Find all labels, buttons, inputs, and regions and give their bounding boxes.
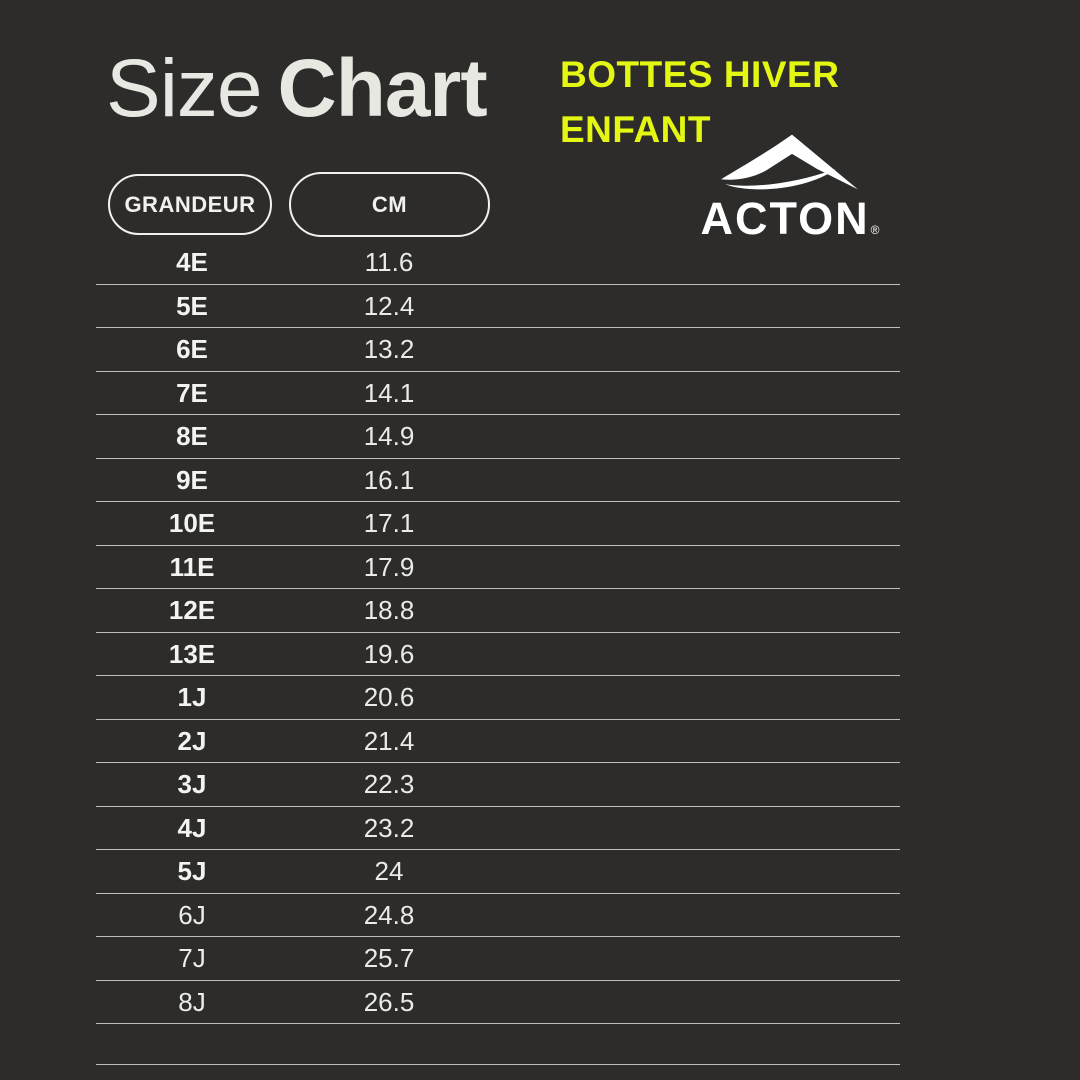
cm-cell: 14.9	[363, 421, 415, 451]
size-cell: 5J	[177, 856, 207, 886]
cm-cell: 22.3	[363, 769, 415, 799]
size-cell: 3J	[177, 769, 207, 799]
table-row: 13E 19.6	[96, 633, 900, 676]
size-table-body: 4E 11.6 5E 12.4 6E 13.2 7E 14.1 8E 14.9 9E 16.1 10E 1…	[96, 241, 900, 1065]
table-row: 5E 12.4	[96, 285, 900, 328]
size-cell: 9E	[176, 464, 208, 495]
table-row: 3J 22.3	[96, 763, 900, 807]
brand-name-text: ACTON	[700, 193, 870, 244]
cm-cell: 19.6	[363, 638, 415, 669]
table-row: 4E 11.6	[96, 241, 900, 285]
title-bold: Chart	[277, 43, 488, 134]
table-row: 9E 16.1	[96, 459, 900, 502]
size-cell: 8E	[176, 421, 208, 451]
cm-cell: 11.6	[364, 247, 414, 277]
table-row: 7J 25.7	[96, 937, 900, 981]
table-row: 2J 21.4	[96, 720, 900, 763]
table-row-empty	[96, 1024, 900, 1065]
size-cell: 6J	[178, 899, 206, 930]
category-line1: BOTTES HIVER	[560, 54, 840, 95]
table-row: 5J 24	[96, 850, 900, 894]
registered-mark-icon: ®	[870, 223, 882, 237]
size-cell: 5E	[176, 290, 208, 321]
column-header-grandeur: GRANDEUR	[108, 174, 272, 235]
size-cell: 7E	[176, 377, 208, 408]
size-cell: 8J	[178, 986, 206, 1017]
cm-cell: 17.1	[363, 508, 415, 538]
size-cell: 1J	[177, 682, 207, 712]
cm-cell: 12.4	[363, 290, 415, 321]
table-row: 1J 20.6	[96, 676, 900, 720]
cm-cell: 17.9	[363, 551, 415, 582]
title-regular: Size	[106, 43, 263, 134]
cm-cell: 13.2	[363, 334, 415, 364]
size-cell: 2J	[177, 725, 207, 756]
cm-cell: 25.7	[363, 943, 415, 973]
table-row: 10E 17.1	[96, 502, 900, 546]
size-cell: 13E	[168, 638, 216, 669]
cm-cell: 21.4	[363, 725, 415, 756]
brand-logo: ACTON®	[678, 130, 904, 241]
table-row: 6E 13.2	[96, 328, 900, 372]
category-label: BOTTES HIVER ENFANT	[560, 48, 839, 158]
table-row: 11E 17.9	[96, 546, 900, 589]
table-row: 6J 24.8	[96, 894, 900, 937]
table-row: 4J 23.2	[96, 807, 900, 850]
size-cell: 11E	[169, 551, 215, 582]
cm-cell: 14.1	[363, 377, 415, 408]
cm-cell: 20.6	[363, 682, 415, 712]
cm-cell: 23.2	[363, 812, 415, 843]
category-line2: ENFANT	[560, 108, 711, 150]
table-row: 12E 18.8	[96, 589, 900, 633]
table-row: 8E 14.9	[96, 415, 900, 459]
size-cell: 4E	[176, 247, 208, 277]
cm-cell: 26.5	[363, 986, 415, 1017]
size-cell: 4J	[177, 812, 207, 843]
page-title: Size Chart	[106, 43, 488, 134]
size-cell: 6E	[176, 334, 208, 364]
cm-cell: 18.8	[363, 595, 415, 625]
table-row: 7E 14.1	[96, 372, 900, 415]
acton-mountain-icon	[721, 134, 858, 190]
table-row: 8J 26.5	[96, 981, 900, 1024]
column-header-cm: CM	[289, 172, 490, 237]
cm-cell: 24	[374, 856, 404, 886]
size-cell: 12E	[168, 595, 216, 625]
size-cell: 7J	[178, 943, 206, 973]
size-cell: 10E	[168, 508, 216, 538]
brand-wordmark: ACTON®	[678, 196, 904, 241]
cm-cell: 16.1	[363, 464, 415, 495]
cm-cell: 24.8	[363, 899, 415, 930]
